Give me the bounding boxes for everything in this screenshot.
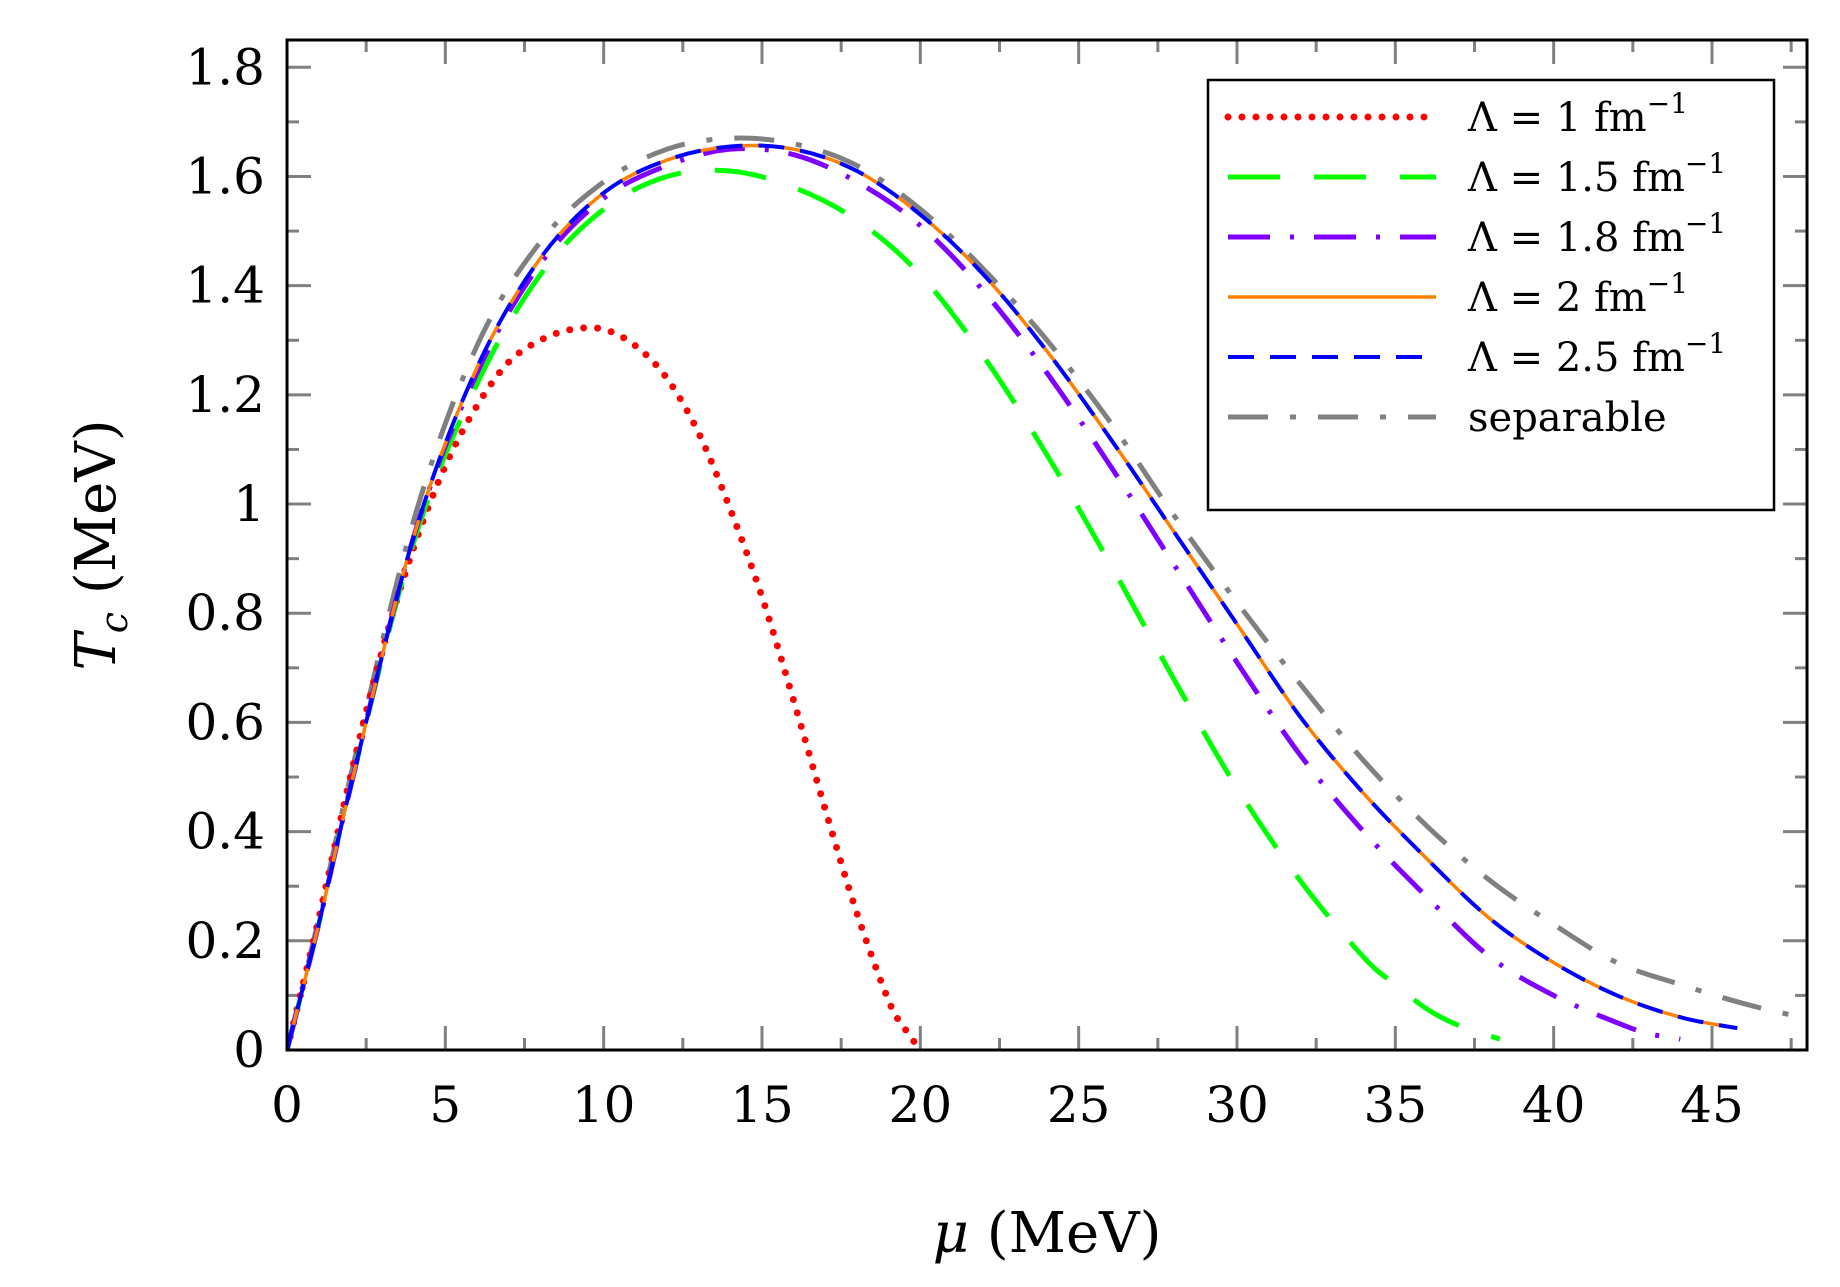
x-tick-label: 45 bbox=[1680, 1076, 1744, 1134]
x-axis-unit: (MeV) bbox=[987, 1201, 1162, 1266]
axis-ticks bbox=[285, 40, 1807, 1052]
y-tick-label: 0.8 bbox=[185, 584, 265, 642]
y-tick-label: 1.2 bbox=[185, 366, 265, 424]
y-tick-label: 0.2 bbox=[185, 912, 265, 970]
x-tick-label: 35 bbox=[1364, 1076, 1428, 1134]
x-tick-label: 25 bbox=[1047, 1076, 1111, 1134]
y-tick-label: 1.6 bbox=[185, 147, 265, 205]
legend-label-5: separable bbox=[1468, 395, 1667, 441]
y-axis-symbol: T bbox=[64, 630, 129, 671]
y-tick-label: 0.6 bbox=[185, 693, 265, 751]
legend-label-1: Λ = 1.5 fm−1 bbox=[1467, 147, 1726, 201]
legend-label-0: Λ = 1 fm−1 bbox=[1467, 87, 1688, 141]
series-layer bbox=[287, 135, 1802, 1050]
tick-labels: 0 5 10 15 20 25 30 35 40 45 0 0.2 0.4 0.6 0.8 1 1.2 1.4 1.… bbox=[185, 38, 1743, 1134]
y-tick-label: 1 bbox=[233, 475, 265, 533]
y-tick-label: 1.8 bbox=[185, 38, 265, 96]
x-tick-label: 5 bbox=[429, 1076, 461, 1134]
y-axis-unit: (MeV) bbox=[64, 419, 129, 594]
x-tick-label: 15 bbox=[730, 1076, 794, 1134]
series-line-0 bbox=[287, 324, 924, 1050]
x-tick-label: 40 bbox=[1522, 1076, 1586, 1134]
legend-label-4: Λ = 2.5 fm−1 bbox=[1467, 327, 1726, 381]
x-axis-symbol: μ bbox=[933, 1201, 969, 1266]
legend-label-3: Λ = 2 fm−1 bbox=[1467, 267, 1688, 321]
y-tick-label: 0 bbox=[233, 1021, 265, 1079]
x-tick-label: 30 bbox=[1205, 1076, 1269, 1134]
legend-label-2: Λ = 1.8 fm−1 bbox=[1467, 207, 1726, 261]
legend: Λ = 1 fm−1 Λ = 1.5 fm−1 Λ = 1.8 fm−1 Λ = 2 … bbox=[1206, 78, 1776, 512]
series-line-5 bbox=[287, 135, 1802, 1050]
x-tick-label: 10 bbox=[572, 1076, 636, 1134]
x-axis-title: μ (MeV) bbox=[933, 1201, 1162, 1266]
x-tick-label: 0 bbox=[271, 1076, 303, 1134]
legend-box bbox=[1206, 78, 1776, 512]
x-tick-label: 20 bbox=[889, 1076, 953, 1134]
y-tick-label: 1.4 bbox=[185, 257, 265, 315]
series-line-4 bbox=[287, 143, 1738, 1050]
y-axis-title: Tc (MeV) bbox=[64, 419, 141, 670]
y-tick-label: 0.4 bbox=[185, 803, 265, 861]
plot-frame bbox=[285, 38, 1809, 1052]
y-axis-subscript: c bbox=[92, 612, 136, 633]
